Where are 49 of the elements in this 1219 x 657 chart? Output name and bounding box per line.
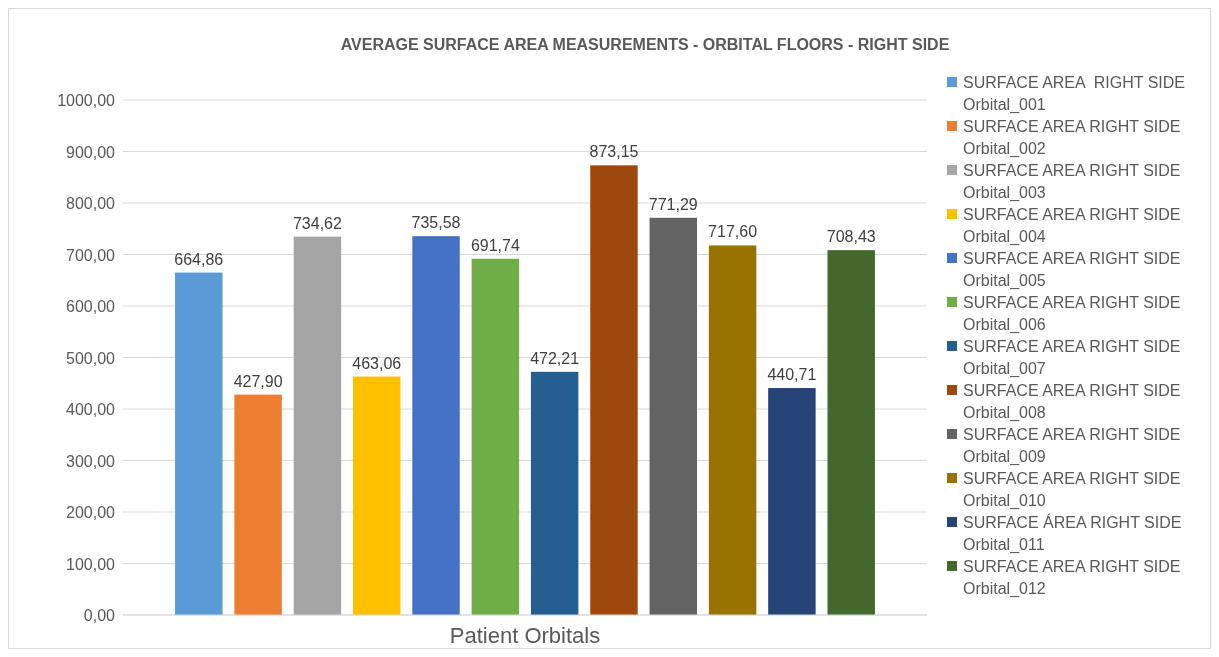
legend-label: SURFACE AREA RIGHT SIDE Orbital_003	[963, 162, 1181, 202]
data-label: 717,60	[708, 223, 758, 241]
bar	[234, 394, 282, 615]
bar	[827, 250, 875, 615]
bar	[590, 165, 638, 615]
y-tick-label: 300,00	[66, 452, 116, 470]
y-tick-label: 1000,00	[57, 92, 116, 109]
data-label: 735,58	[411, 214, 461, 232]
legend-label: SURFACE AREA RIGHT SIDE Orbital_005	[963, 250, 1181, 290]
legend-label: SURFACE AREA RIGHT SIDE Orbital_004	[963, 206, 1181, 246]
data-label: 873,15	[589, 143, 639, 161]
bar	[175, 272, 223, 615]
y-tick-label: 100,00	[66, 555, 116, 573]
data-label: 463,06	[352, 354, 402, 372]
y-tick-label: 800,00	[66, 195, 116, 212]
bar	[649, 217, 697, 615]
legend-label: SURFACE AREA RIGHT SIDE Orbital_010	[963, 470, 1181, 510]
data-label: 734,62	[292, 214, 342, 232]
y-tick-label: 400,00	[66, 401, 116, 418]
data-label: 691,74	[470, 236, 520, 254]
bar	[353, 376, 401, 615]
legend-label: SURFACE AREA RIGHT SIDE Orbital_008	[963, 382, 1181, 422]
bar	[412, 236, 460, 615]
data-label: 708,43	[826, 228, 876, 246]
bar	[708, 245, 757, 615]
bar	[293, 236, 342, 615]
bar	[471, 258, 520, 615]
y-tick-label: 700,00	[66, 246, 116, 264]
legend-label: SURFACE AREA RIGHT SIDE Orbital_002	[963, 118, 1181, 158]
legend-label: SURFACE AREA RIGHT SIDE Orbital_007	[963, 338, 1181, 378]
legend-label: SURFACE AREA RIGHT SIDE Orbital_001	[963, 74, 1185, 114]
legend-label: SURFACE ÁREA RIGHT SIDE Orbital_011	[963, 513, 1182, 554]
legend-label: SURFACE AREA RIGHT SIDE Orbital_006	[963, 294, 1181, 334]
data-label: 472,21	[530, 349, 580, 367]
y-tick-label: 600,00	[66, 298, 116, 315]
y-tick-label: 200,00	[66, 504, 116, 521]
data-label: 771,29	[648, 195, 698, 213]
y-tick-label: 500,00	[66, 349, 116, 367]
legend-label: SURFACE AREA RIGHT SIDE Orbital_012	[963, 558, 1181, 598]
data-label: 664,86	[174, 250, 224, 268]
y-tick-label: 0,00	[83, 607, 116, 624]
bar	[530, 371, 579, 615]
y-tick-label: 900,00	[66, 143, 116, 161]
x-tick-label: Patient Orbitals	[449, 623, 601, 648]
data-label: 427,90	[233, 372, 283, 390]
legend-label: SURFACE AREA RIGHT SIDE Orbital_009	[963, 426, 1181, 466]
bar	[768, 388, 816, 615]
chart-title: AVERAGE SURFACE AREA MEASUREMENTS - ORBITAL FLOORS - RIGHT SIDE	[340, 36, 950, 53]
data-label: 440,71	[767, 366, 817, 384]
